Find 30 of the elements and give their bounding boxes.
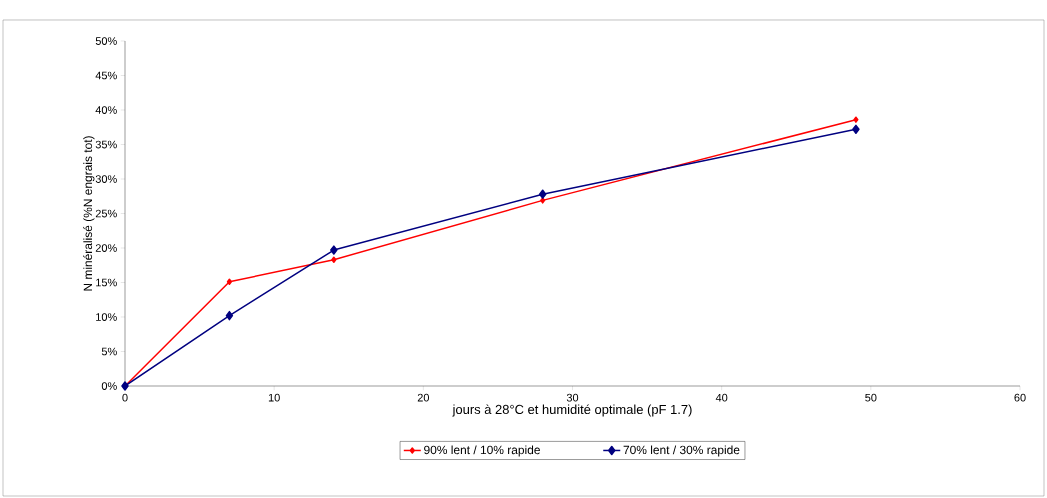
x-tick-label: 30: [566, 393, 579, 402]
point: [331, 256, 337, 263]
y-tick-label: 20%: [95, 244, 117, 252]
point: [226, 278, 233, 286]
x-tick-label: 10: [268, 393, 280, 402]
point: [538, 189, 547, 199]
point: [225, 310, 234, 321]
legend-label: 70% lent / 30% rapide: [623, 445, 740, 457]
point: [852, 124, 860, 135]
y-tick-label: 30%: [95, 175, 117, 183]
y-axis-title: N minéralisé (%N engrais tot): [83, 136, 95, 291]
point: [330, 245, 338, 255]
point: [853, 116, 859, 123]
y-tick-label: 15%: [96, 278, 117, 287]
x-tick-label: 50: [865, 393, 877, 402]
y-tick-label: 0%: [101, 382, 117, 390]
x-axis-title: jours à 28°C et humidité optimale (pF 1.7): [452, 404, 692, 417]
x-tick-label: 40: [715, 393, 728, 402]
legend-label: 90% lent / 10% rapide: [424, 445, 540, 457]
y-tick-label: 25%: [95, 209, 117, 218]
y-tick-label: 45%: [95, 71, 117, 80]
y-tick-label: 35%: [95, 140, 117, 149]
x-tick-label: 0: [122, 393, 128, 402]
y-tick-label: 40%: [95, 106, 117, 114]
y-tick-label: 5%: [101, 347, 117, 356]
y-tick-label: 10%: [96, 313, 117, 321]
y-tick-label: 50%: [95, 37, 117, 45]
point: [540, 197, 546, 204]
x-tick-label: 20: [417, 393, 429, 402]
x-tick-label: 60: [1014, 393, 1026, 402]
